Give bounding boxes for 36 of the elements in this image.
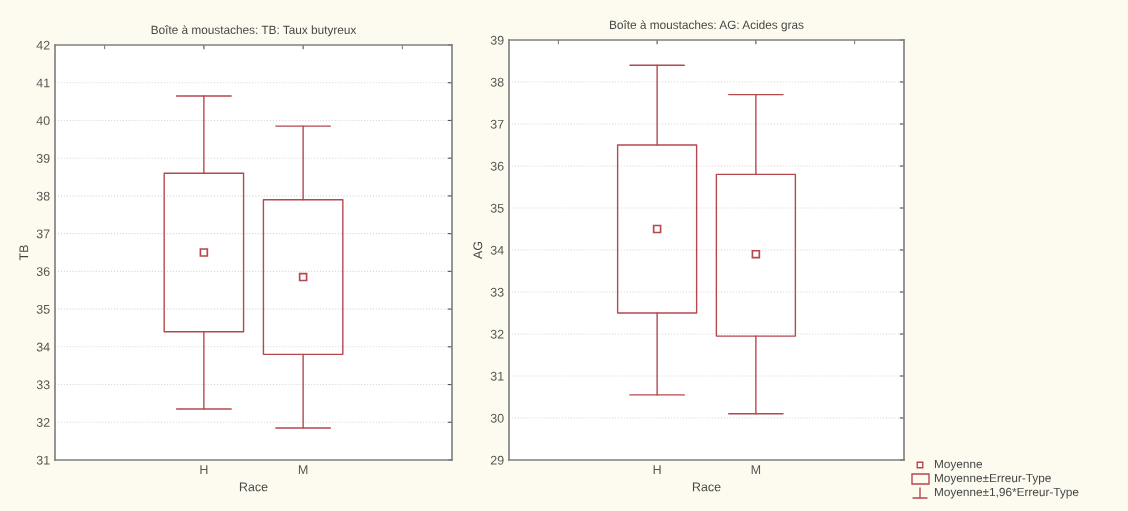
chart-title: Boîte à moustaches: AG: Acides gras	[610, 20, 804, 32]
y-tick-label: 41	[36, 78, 50, 88]
y-tick-label: 32	[490, 329, 504, 339]
x-tick-label: H	[653, 465, 661, 474]
y-tick-label: 31	[490, 371, 504, 381]
y-tick-label: 33	[490, 287, 504, 297]
y-tick-label: 35	[36, 304, 50, 314]
y-tick-label: 34	[36, 342, 50, 352]
x-axis-title: Race	[692, 482, 721, 492]
y-tick-label: 30	[490, 413, 504, 423]
y-tick-label: 31	[36, 455, 50, 465]
y-tick-label: 32	[36, 418, 50, 427]
x-tick-label: M	[751, 465, 761, 474]
x-tick-label: M	[298, 465, 308, 474]
y-tick-label: 38	[490, 77, 504, 87]
x-tick-label: H	[200, 465, 208, 474]
y-axis-title: TB	[19, 245, 29, 261]
text: Moyenne±Erreur-Type	[934, 473, 1051, 485]
y-tick-label: 40	[36, 116, 50, 126]
y-tick-label: 37	[490, 119, 504, 129]
x-axis-title: Race	[239, 482, 268, 492]
y-tick-label: 35	[490, 203, 504, 213]
y-tick-label: 42	[36, 40, 50, 50]
y-tick-label: 37	[36, 229, 50, 239]
y-tick-label: 39	[36, 153, 50, 163]
y-tick-label: 29	[490, 455, 504, 465]
y-tick-label: 36	[36, 267, 50, 277]
text: Moyenne±1,96*Erreur-Type	[934, 487, 1079, 499]
chart-title: Boîte à moustaches: TB: Taux butyreux	[151, 25, 357, 37]
y-tick-label: 34	[490, 245, 504, 255]
y-tick-label: 38	[36, 191, 50, 201]
text: Moyenne	[934, 459, 983, 471]
y-axis-title: AG	[473, 241, 483, 259]
y-tick-label: 33	[36, 380, 50, 390]
y-tick-label: 36	[490, 161, 504, 171]
y-tick-label: 39	[490, 35, 504, 45]
